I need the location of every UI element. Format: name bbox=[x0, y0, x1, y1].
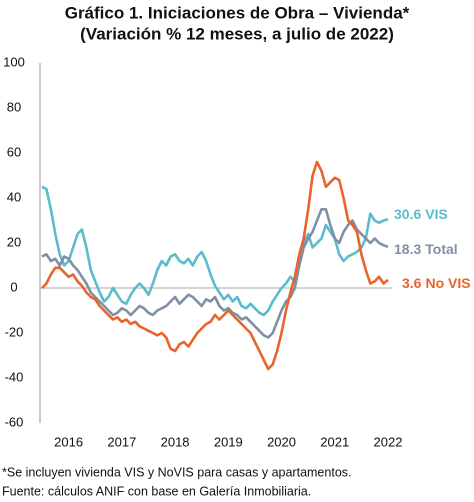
x-tick-label: 2018 bbox=[161, 434, 190, 449]
footnote: *Se incluyen vivienda VIS y NoVIS para c… bbox=[2, 465, 352, 479]
end-label: 18.3 Total bbox=[394, 241, 458, 257]
y-tick-label: 20 bbox=[7, 234, 21, 249]
y-tick-label: -60 bbox=[5, 414, 24, 429]
y-tick-label: 0 bbox=[10, 279, 17, 294]
end-value: 18.3 bbox=[394, 241, 421, 257]
chart-title: Gráfico 1. Iniciaciones de Obra – Vivien… bbox=[65, 3, 410, 22]
x-tick-label: 2022 bbox=[374, 434, 403, 449]
line-series bbox=[41, 185, 389, 317]
y-tick-label: 60 bbox=[7, 144, 21, 159]
x-tick-label: 2019 bbox=[214, 434, 243, 449]
end-value: 3.6 bbox=[402, 275, 422, 291]
x-tick-label: 2020 bbox=[267, 434, 296, 449]
y-tick-label: 80 bbox=[7, 99, 21, 114]
chart-subtitle: (Variación % 12 meses, a julio de 2022) bbox=[80, 24, 394, 43]
series-name: VIS bbox=[425, 206, 448, 222]
y-tick-label: -40 bbox=[5, 369, 24, 384]
y-tick-label: 40 bbox=[7, 189, 21, 204]
y-tick-label: 100 bbox=[3, 54, 25, 69]
x-tick-label: 2021 bbox=[320, 434, 349, 449]
series-name: Total bbox=[425, 241, 457, 257]
end-label: 30.6 VIS bbox=[394, 206, 448, 222]
source-note: Fuente: cálculos ANIF con base en Galerí… bbox=[2, 484, 311, 498]
line-series bbox=[41, 208, 389, 339]
end-label: 3.6 No VIS bbox=[402, 275, 471, 291]
series-name: No VIS bbox=[425, 275, 470, 291]
y-tick-label: -20 bbox=[5, 324, 24, 339]
x-tick-label: 2017 bbox=[107, 434, 136, 449]
line-series bbox=[41, 160, 389, 371]
x-tick-label: 2016 bbox=[54, 434, 83, 449]
end-value: 30.6 bbox=[394, 206, 421, 222]
